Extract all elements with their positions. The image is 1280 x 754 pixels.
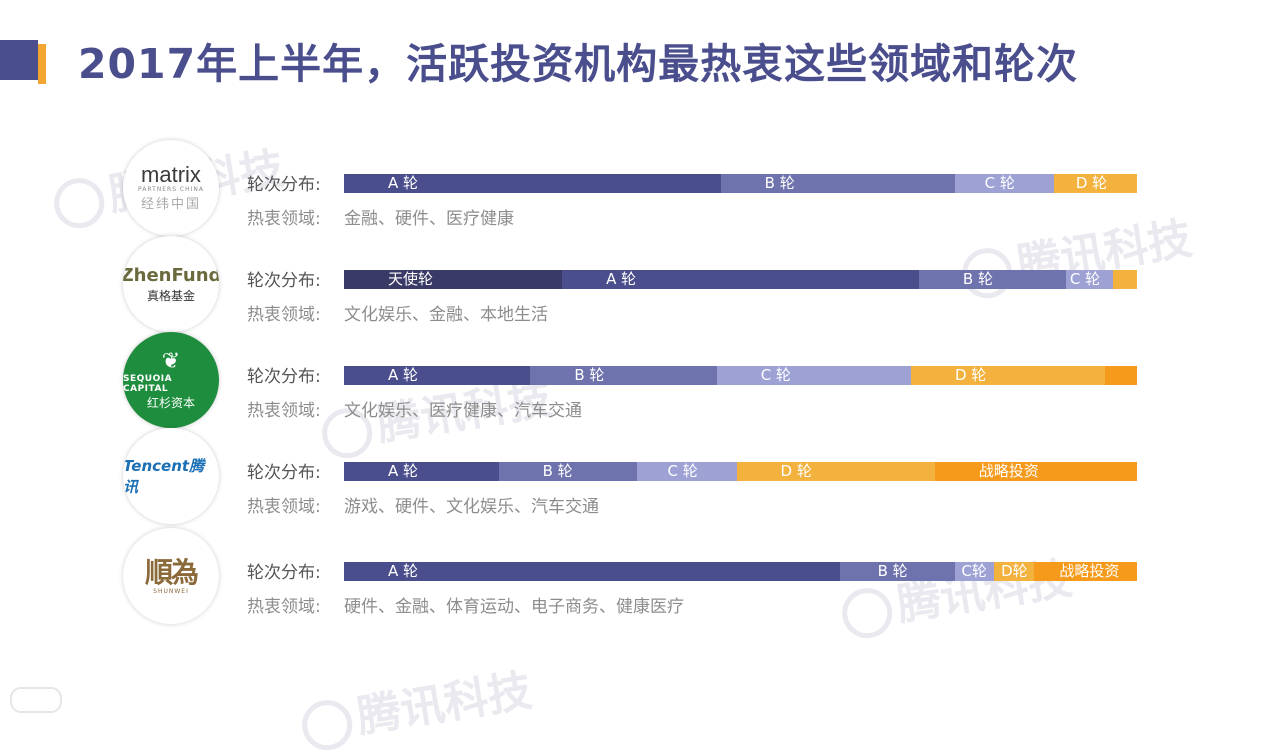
sequoia-logo: ❦ SEQUOIA CAPITAL 红杉资本 (123, 332, 219, 428)
rounds-label: 轮次分布: (247, 463, 321, 483)
segment-label: A 轮 (606, 270, 637, 288)
bar-segment-B轮: B 轮 (530, 366, 717, 385)
bar-segment-A轮: A 轮 (344, 562, 840, 581)
segment-label: A 轮 (388, 366, 419, 384)
bar-segment-A轮: A 轮 (344, 174, 721, 193)
rounds-stacked-bar: A 轮 B 轮 C轮 D轮 战略投资 (344, 562, 1137, 581)
segment-label: C 轮 (984, 174, 1015, 192)
bar-segment-A轮: A 轮 (344, 366, 531, 385)
segment-label: D轮 (1001, 562, 1028, 580)
bar-segment-战略投资 (1105, 366, 1137, 385)
segment-label: D 轮 (1075, 174, 1108, 192)
fields-value: 文化娱乐、金融、本地生活 (344, 305, 548, 325)
segment-label: C轮 (961, 562, 987, 580)
rounds-label: 轮次分布: (247, 563, 321, 583)
fields-value: 金融、硬件、医疗健康 (344, 209, 514, 229)
bar-segment-C轮: C 轮 (716, 366, 911, 385)
title-accent-stripe (38, 44, 46, 84)
fields-label: 热衷领域: (247, 497, 321, 517)
fields-value: 硬件、金融、体育运动、电子商务、健康医疗 (344, 597, 684, 617)
bar-segment-D轮: D 轮 (1053, 174, 1137, 193)
bar-segment-C轮: C 轮 (954, 174, 1054, 193)
segment-label: 战略投资 (1059, 562, 1120, 580)
bar-segment-D轮: D 轮 (736, 462, 935, 481)
shunwei-logo: 順為 SHUNWEI (123, 528, 219, 624)
bar-segment-B轮: B 轮 (498, 462, 638, 481)
segment-label: 战略投资 (978, 462, 1039, 480)
bar-segment-战略投资: 战略投资 (934, 462, 1137, 481)
segment-label: A 轮 (388, 562, 419, 580)
leaf-icon: ❦ (161, 348, 181, 374)
bar-segment-B轮: B 轮 (918, 270, 1066, 289)
zhenfund-logo: ZhenFund 真格基金 (123, 236, 219, 332)
brand-logo-icon (10, 686, 62, 713)
segment-label: B 轮 (574, 366, 605, 384)
segment-label: B 轮 (877, 562, 908, 580)
page-title: 2017年上半年，活跃投资机构最热衷这些领域和轮次 (78, 40, 1079, 88)
segment-label: C 轮 (667, 462, 698, 480)
rounds-stacked-bar: 天使轮 A 轮 B 轮 C 轮 (344, 270, 1137, 289)
bar-segment-战略投资: 战略投资 (1033, 562, 1137, 581)
segment-label: A 轮 (388, 174, 419, 192)
bar-segment-B轮: B 轮 (720, 174, 955, 193)
bar-segment-A轮: A 轮 (562, 270, 919, 289)
bar-segment-B轮: B 轮 (839, 562, 955, 581)
segment-label: B 轮 (962, 270, 993, 288)
fields-value: 游戏、硬件、文化娱乐、汽车交通 (344, 497, 599, 517)
segment-label: B 轮 (764, 174, 795, 192)
segment-label: D 轮 (954, 366, 987, 384)
fields-label: 热衷领域: (247, 597, 321, 617)
fields-label: 热衷领域: (247, 401, 321, 421)
segment-label: B 轮 (542, 462, 573, 480)
bar-segment-天使轮: 天使轮 (344, 270, 563, 289)
rounds-label: 轮次分布: (247, 175, 321, 195)
watermark: 腾讯科技 (296, 654, 535, 754)
investor-row-shunwei: 順為 SHUNWEI 轮次分布: 热衷领域: A 轮 B 轮 C轮 D轮 战略投资 硬件… (0, 528, 1280, 624)
rounds-label: 轮次分布: (247, 367, 321, 387)
segment-label: A 轮 (388, 462, 419, 480)
bar-segment-C轮: C轮 (954, 562, 995, 581)
bar-segment-D轮: D轮 (994, 562, 1034, 581)
fields-label: 热衷领域: (247, 305, 321, 325)
segment-label: D 轮 (780, 462, 812, 480)
investor-row-matrix: matrix PARTNERS CHINA 经纬中国 轮次分布: 热衷领域: A… (0, 140, 1280, 236)
tencent-logo: Tencent腾讯 (123, 428, 219, 524)
matrix-logo: matrix PARTNERS CHINA 经纬中国 (123, 140, 219, 236)
segment-label: C 轮 (1069, 270, 1101, 288)
bar-segment-D轮: D 轮 (910, 366, 1106, 385)
investor-row-sequoia: ❦ SEQUOIA CAPITAL 红杉资本 轮次分布: 热衷领域: A 轮 B … (0, 332, 1280, 428)
footer-brand: 大数跨境 (10, 684, 144, 713)
fields-label: 热衷领域: (247, 209, 321, 229)
rounds-stacked-bar: A 轮 B 轮 C 轮 D 轮 战略投资 (344, 462, 1137, 481)
investor-row-tencent: Tencent腾讯 轮次分布: 热衷领域: A 轮 B 轮 C 轮 D 轮 战略投资 游… (0, 428, 1280, 524)
title-accent-bar (0, 40, 38, 80)
segment-label: C 轮 (760, 366, 791, 384)
fields-value: 文化娱乐、医疗健康、汽车交通 (344, 401, 582, 421)
segment-label: 天使轮 (388, 270, 434, 288)
bar-segment-C轮: C 轮 (1065, 270, 1114, 289)
bar-segment-C轮: C 轮 (637, 462, 737, 481)
rounds-label: 轮次分布: (247, 271, 321, 291)
bar-segment-D轮 (1113, 270, 1137, 289)
bar-segment-A轮: A 轮 (344, 462, 499, 481)
investor-row-zhenfund: ZhenFund 真格基金 轮次分布: 热衷领域: 天使轮 A 轮 B 轮 C 轮 文… (0, 236, 1280, 332)
